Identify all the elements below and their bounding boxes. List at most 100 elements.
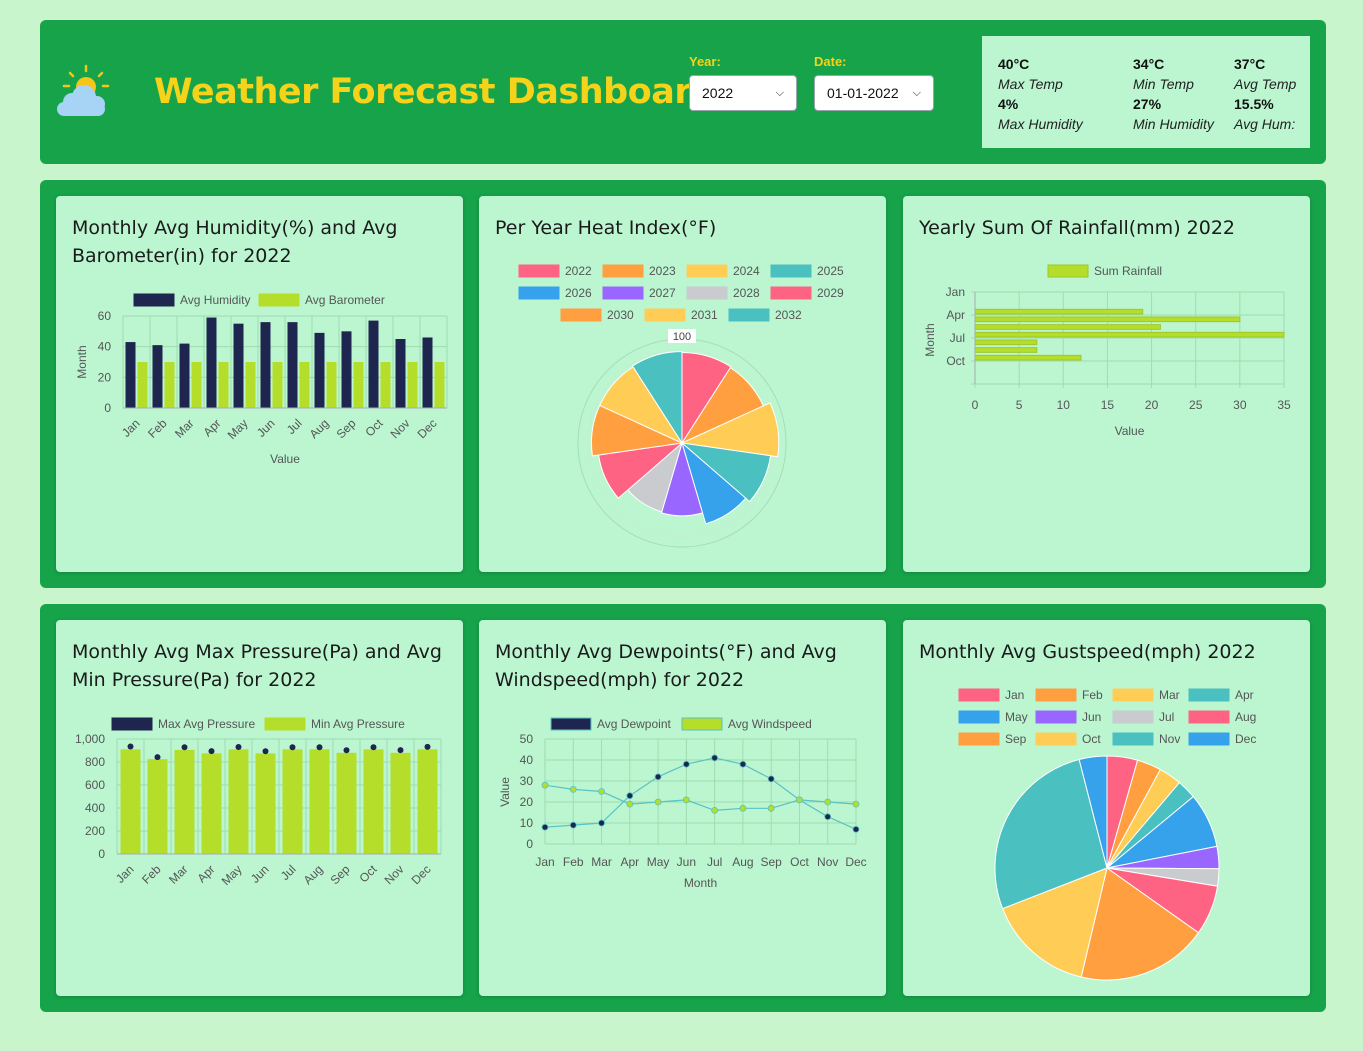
legend-aug-label: Aug <box>1235 710 1256 724</box>
legend-avg-dewpoint-label: Avg Dewpoint <box>597 717 671 731</box>
point-avg-dewpoint <box>626 792 634 800</box>
x-tick-label: Feb <box>563 855 584 869</box>
x-tick-label: Oct <box>790 855 809 869</box>
point-avg-windspeed <box>796 796 803 804</box>
legend-avg-barometer-label: Avg Barometer <box>305 293 385 307</box>
summary-min-humidity: 27% Min Humidity <box>1133 96 1214 132</box>
polar-slice-2027 <box>660 441 704 517</box>
bar-avg-barometer <box>434 362 445 408</box>
y-tick-label: Jul <box>950 331 965 345</box>
date-label: Date: <box>814 54 847 69</box>
x-tick-label: Sep <box>334 416 359 441</box>
bar-sum-rainfall <box>974 331 1285 338</box>
x-tick-label: Dec <box>415 416 440 441</box>
pressure-chart-title: Monthly Avg Max Pressure(Pa) and Avg Min… <box>72 641 442 691</box>
bar-avg-barometer <box>407 362 418 408</box>
bar-avg-humidity <box>152 345 163 408</box>
year-select[interactable]: 2022 ⌵ <box>689 75 797 111</box>
x-tick-label: 10 <box>1057 398 1071 412</box>
y-axis-title: Month <box>75 345 89 378</box>
x-tick-label: Mar <box>172 416 197 441</box>
y-axis-title: Month <box>923 323 937 356</box>
point-avg-dewpoint <box>569 821 577 829</box>
bar-avg-barometer <box>326 362 337 408</box>
radial-tick-label: 100 <box>673 331 691 343</box>
y-tick-label: 0 <box>98 847 105 861</box>
summary-max-temp: 40°C Max Temp <box>998 56 1063 92</box>
legend-2024-label: 2024 <box>733 264 760 278</box>
y-tick-label: 0 <box>526 837 533 851</box>
x-tick-label: Dec <box>845 855 866 869</box>
bar-avg-humidity <box>179 343 190 408</box>
legend-min-avg-pressure-label: Min Avg Pressure <box>311 717 405 731</box>
pressure-card: Monthly Avg Max Pressure(Pa) and Avg Min… <box>56 620 463 996</box>
date-select-value: 01-01-2022 <box>827 85 899 101</box>
humidity-card: Monthly Avg Humidity(%) and Avg Baromete… <box>56 196 463 572</box>
x-tick-label: 35 <box>1277 398 1291 412</box>
legend-jan-label: Jan <box>1005 688 1024 702</box>
sun-cloud-icon <box>57 64 110 116</box>
point-avg-windspeed <box>739 804 747 812</box>
legend-2026-label: 2026 <box>565 286 592 300</box>
polar-slice-2026 <box>681 441 747 525</box>
date-select[interactable]: 01-01-2022 ⌵ <box>814 75 934 111</box>
x-tick-label: 20 <box>1145 398 1159 412</box>
legend-sum-rainfall-swatch <box>1047 264 1089 278</box>
legend-2028-swatch <box>686 286 728 300</box>
point-max-avg-pressure <box>208 748 215 755</box>
page-title: Weather Forecast Dashboard <box>154 72 716 112</box>
bar-sum-rainfall <box>974 324 1161 330</box>
bar-avg-humidity <box>260 322 271 408</box>
year-select-value: 2022 <box>702 85 734 101</box>
date-filter: Date: 01-01-2022 ⌵ <box>814 54 934 111</box>
pie-slice-nov <box>994 758 1108 910</box>
y-tick-label: 20 <box>98 370 112 384</box>
summary-min-temp: 34°C Min Temp <box>1133 56 1194 92</box>
x-tick-label: Feb <box>145 416 170 441</box>
bar-min-avg-pressure <box>147 759 168 854</box>
legend-nov-label: Nov <box>1159 732 1180 746</box>
legend-oct-label: Oct <box>1082 732 1101 746</box>
point-max-avg-pressure <box>154 754 161 761</box>
legend-2023-label: 2023 <box>649 264 676 278</box>
legend-feb-swatch <box>1035 688 1077 702</box>
bar-min-avg-pressure <box>390 752 411 854</box>
y-tick-label: 1,000 <box>75 732 105 746</box>
line-avg-dewpoint <box>544 757 857 830</box>
legend-dec-swatch <box>1188 732 1230 746</box>
point-avg-dewpoint <box>541 823 549 831</box>
x-tick-label: Apr <box>201 416 224 439</box>
bar-min-avg-pressure <box>120 749 141 854</box>
polar-slice-2024 <box>680 402 780 458</box>
heat-index-chart: 2022 2023 2024 2025 2026 2027 2028 2029 2030 2031… <box>518 264 844 548</box>
x-tick-label: Mar <box>591 855 612 869</box>
bar-avg-humidity <box>395 339 406 408</box>
legend-avg-humidity-swatch <box>133 293 175 307</box>
bar-avg-barometer <box>137 362 148 408</box>
x-tick-label: 25 <box>1189 398 1203 412</box>
x-tick-label: Apr <box>195 862 218 885</box>
x-tick-label: Aug <box>301 862 326 887</box>
humidity-chart-title: Monthly Avg Humidity(%) and Avg Baromete… <box>72 217 398 267</box>
x-tick-label: Aug <box>307 416 332 441</box>
gust-card: Monthly Avg Gustspeed(mph) 2022 Jan Feb Ma… <box>903 620 1310 996</box>
bar-min-avg-pressure <box>363 749 384 854</box>
x-tick-label: Nov <box>388 416 413 441</box>
legend-feb-label: Feb <box>1082 688 1103 702</box>
legend-jan-swatch <box>958 688 1000 702</box>
point-avg-dewpoint <box>682 760 690 768</box>
y-tick-label: 600 <box>85 778 105 792</box>
bar-avg-humidity <box>314 332 325 408</box>
year-filter: Year: 2022 ⌵ <box>689 54 797 111</box>
summary-avg-humidity: 15.5% Avg Hum: <box>1234 96 1296 132</box>
bar-avg-barometer <box>353 362 364 408</box>
legend-sep-label: Sep <box>1005 732 1027 746</box>
pie-slice-dec <box>1078 755 1108 869</box>
x-tick-label: 5 <box>1016 398 1023 412</box>
bar-avg-barometer <box>191 362 202 408</box>
bar-avg-humidity <box>287 322 298 408</box>
y-tick-label: 50 <box>520 732 534 746</box>
x-tick-label: Jul <box>707 855 722 869</box>
bar-avg-barometer <box>164 362 175 408</box>
